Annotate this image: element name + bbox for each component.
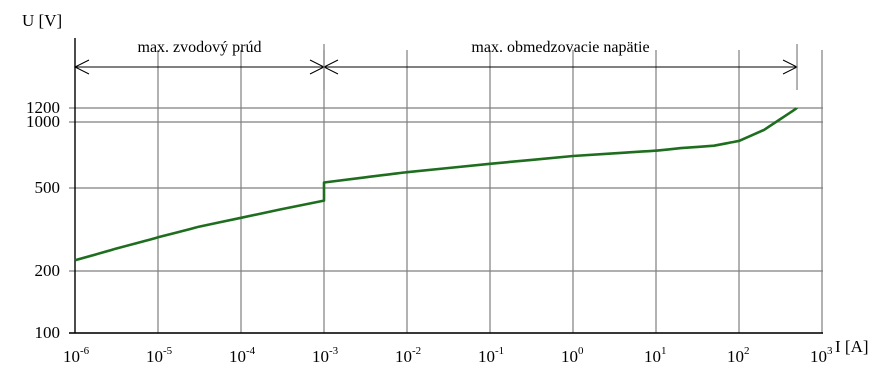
x-tick-label: 10-6: [63, 345, 90, 366]
annotation-label: max. zvodový prúd: [138, 39, 262, 56]
y-tick-label: 1200: [26, 98, 60, 117]
series-layer: [75, 108, 797, 260]
annotation-label: max. obmedzovacie napätie: [471, 39, 649, 56]
x-tick-label: 10-5: [146, 345, 173, 366]
axes: [69, 38, 823, 333]
x-tick-label: 103: [810, 345, 833, 366]
grid: [69, 50, 823, 333]
x-tick-label: 102: [727, 345, 750, 366]
x-tick-label: 10-4: [229, 345, 256, 366]
x-tick-label: 10-2: [395, 345, 421, 366]
x-tick-label: 100: [561, 345, 584, 366]
y-tick-label: 200: [35, 261, 61, 280]
tick-labels: 10-6 10-5 10-4 10-3 10-2 10-1 100 101 102 103 100 2…: [26, 98, 833, 366]
x-tick-label: 10-3: [312, 345, 339, 366]
y-tick-label: 500: [35, 178, 61, 197]
y-axis-title: U [V]: [22, 11, 62, 30]
y-tick-label: 100: [35, 323, 61, 342]
annotations: max. zvodový prúd max. obmedzovacie napät…: [75, 39, 797, 90]
x-tick-label: 101: [644, 345, 667, 366]
series-line: [75, 108, 797, 260]
x-tick-label: 10-1: [478, 345, 504, 366]
x-axis-title: I [A]: [835, 337, 869, 356]
